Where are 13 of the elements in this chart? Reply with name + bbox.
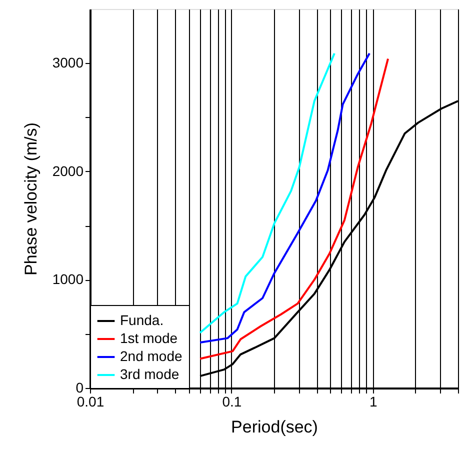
x-axis-title: Period(sec)	[231, 418, 318, 436]
y-tick-label: 2000	[52, 162, 84, 179]
x-tick-label: 0.1	[222, 394, 242, 410]
legend-label: 2nd mode	[120, 348, 182, 364]
y-axis-title: Phase velocity (m/s)	[21, 122, 40, 276]
y-tick-label: 1000	[52, 271, 84, 288]
legend-label: 3rd mode	[120, 366, 180, 382]
legend-label: 1st mode	[120, 330, 178, 346]
x-tick-label: 1	[369, 394, 378, 410]
legend-label: Funda.	[120, 312, 164, 328]
y-tick-label: 0	[76, 380, 84, 396]
y-tick-label: 3000	[52, 54, 84, 71]
x-tick-label: 0.01	[76, 394, 104, 410]
